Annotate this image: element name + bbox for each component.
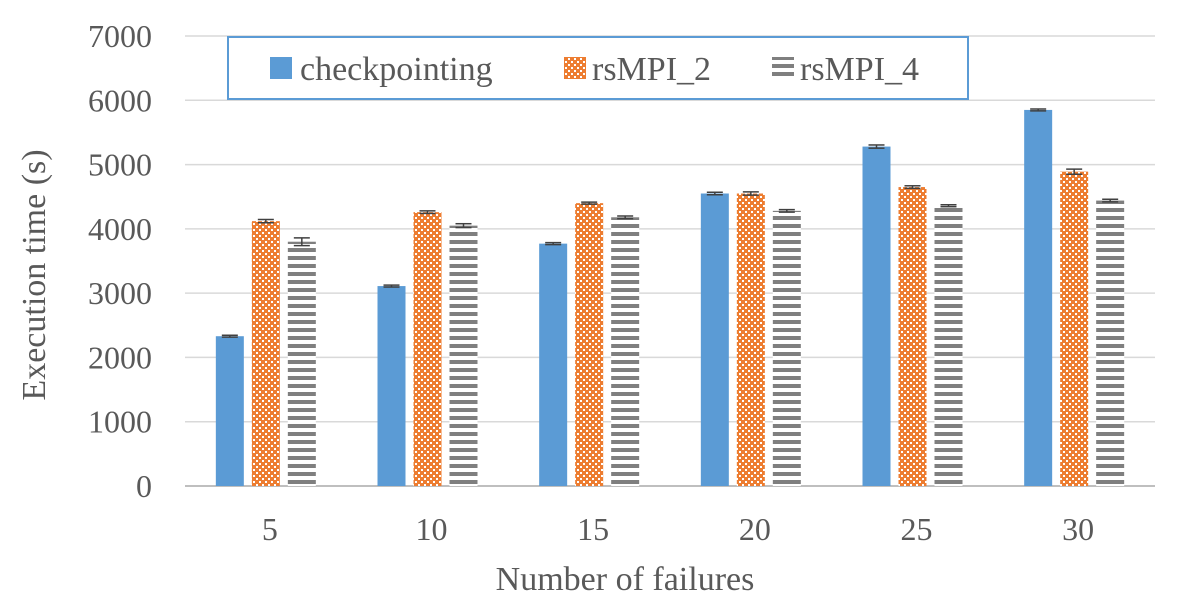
x-tick-label: 15 [577,511,609,547]
x-tick-label: 20 [739,511,771,547]
legend-swatch-checkpointing [270,57,292,79]
legend-label-rsmpi-2: rsMPI_2 [592,51,711,88]
legend-label-checkpointing: checkpointing [300,51,493,88]
y-axis-title: Execution time (s) [16,149,53,400]
bar-checkpointing-10 [377,286,406,486]
bar-rsmpi-4-20 [772,210,801,486]
y-tick-label: 2000 [88,339,152,375]
y-tick-label: 3000 [88,275,152,311]
bar-rsmpi-2-30 [1060,171,1089,486]
bar-checkpointing-25 [862,146,891,487]
legend-box [227,36,969,100]
bar-rsmpi-4-5 [287,241,316,486]
x-axis-title: Number of failures [496,561,755,598]
bar-rsmpi-4-15 [611,217,640,487]
y-tick-label: 4000 [88,211,152,247]
x-axis-ticks: 5 10 15 20 25 30 [262,511,1094,547]
y-tick-label: 7000 [88,18,152,54]
y-axis-ticks: 0 1000 2000 3000 4000 5000 6000 7000 [88,18,152,504]
bar-checkpointing-30 [1024,109,1053,486]
legend-swatch-rsmpi-2 [564,57,586,79]
bar-rsmpi-2-10 [413,212,442,486]
bar-checkpointing-20 [700,193,729,486]
x-tick-label: 25 [901,511,933,547]
bar-rsmpi-4-30 [1096,200,1125,487]
y-tick-label: 0 [136,468,152,504]
bar-rsmpi-4-10 [449,225,478,486]
bars [215,108,1125,487]
x-tick-label: 10 [416,511,448,547]
legend: checkpointing rsMPI_2 rsMPI_4 [227,36,969,100]
y-tick-label: 1000 [88,404,152,440]
bar-rsmpi-2-20 [736,193,765,486]
x-tick-label: 30 [1062,511,1094,547]
gridlines [185,35,1155,487]
bar-rsmpi-4-25 [934,205,963,486]
y-tick-label: 6000 [88,82,152,118]
bar-rsmpi-2-15 [575,203,604,486]
y-tick-label: 5000 [88,147,152,183]
bar-checkpointing-15 [539,243,568,486]
bar-checkpointing-5 [215,336,244,486]
x-tick-label: 5 [262,511,278,547]
legend-label-rsmpi-4: rsMPI_4 [800,51,919,88]
bar-rsmpi-2-5 [251,221,280,486]
bar-rsmpi-2-25 [898,187,927,487]
legend-swatch-rsmpi-4 [772,57,794,79]
